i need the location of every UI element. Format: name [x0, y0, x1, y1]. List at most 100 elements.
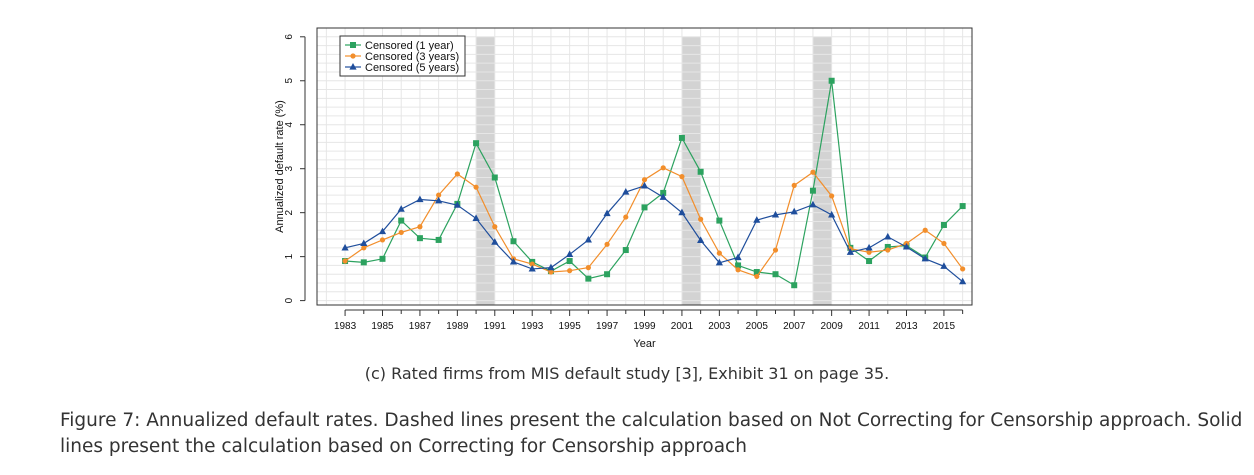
data-point: [678, 134, 685, 141]
data-point: [865, 243, 873, 251]
x-tick-label: 2007: [783, 321, 806, 332]
data-point: [397, 205, 405, 212]
legend-label: Censored (5 years): [365, 62, 459, 74]
x-tick-label: 1999: [633, 321, 656, 332]
y-tick-label: 2: [284, 209, 295, 215]
data-point: [902, 242, 911, 250]
data-point: [828, 77, 835, 84]
data-point: [885, 247, 891, 253]
data-point: [509, 257, 518, 265]
data-point: [472, 214, 480, 221]
data-point: [809, 200, 817, 208]
data-point: [698, 216, 704, 222]
plot-frame: [316, 27, 973, 306]
data-point: [810, 169, 816, 175]
data-point: [604, 271, 611, 278]
data-point: [735, 262, 742, 269]
data-point: [398, 229, 404, 236]
y-axis: 0 1 2 3 4 5 6: [284, 34, 306, 303]
y-tick-label: 0: [284, 297, 295, 303]
series-line: [345, 80, 964, 287]
data-point: [660, 165, 666, 171]
data-point: [790, 207, 798, 215]
data-point: [641, 177, 648, 183]
x-tick-label: 2015: [933, 321, 956, 332]
data-point: [959, 203, 966, 210]
data-point: [548, 269, 554, 275]
x-tick-label: 2001: [671, 321, 694, 332]
data-point: [622, 188, 630, 195]
data-point: [753, 269, 760, 276]
recession-band: [681, 36, 701, 306]
data-point: [453, 201, 461, 208]
series-layer: [341, 77, 967, 289]
y-tick-label: 3: [284, 165, 295, 171]
data-point: [716, 250, 722, 256]
data-point: [585, 265, 591, 271]
data-point: [416, 195, 424, 203]
data-point: [604, 241, 610, 247]
x-tick-label: 1997: [596, 321, 619, 332]
data-point: [791, 182, 797, 189]
data-point: [360, 259, 367, 266]
x-axis-title: Year: [633, 338, 656, 350]
data-point: [360, 239, 368, 247]
y-axis-title: Annualized default rate (%): [274, 100, 286, 233]
data-point: [473, 140, 480, 147]
data-point: [679, 174, 685, 180]
data-point: [585, 275, 592, 282]
data-point: [435, 236, 442, 243]
data-point: [716, 217, 723, 224]
data-point: [715, 258, 723, 266]
data-point: [566, 258, 573, 265]
data-point: [829, 193, 835, 199]
data-point: [660, 189, 667, 196]
data-point: [809, 187, 816, 194]
data-point: [379, 237, 386, 243]
data-point: [398, 217, 405, 224]
data-point: [435, 196, 443, 204]
data-point: [567, 268, 573, 274]
y-tick-label: 1: [284, 253, 295, 259]
data-point: [697, 236, 705, 243]
data-point: [492, 224, 498, 230]
data-point: [828, 210, 836, 218]
data-point: [640, 181, 649, 189]
data-point: [584, 235, 592, 243]
data-point: [941, 240, 947, 247]
data-point: [510, 238, 517, 245]
figure-caption: Figure 7: Annualized default rates. Dash…: [60, 410, 1243, 457]
data-point: [735, 267, 741, 273]
data-point: [623, 214, 629, 220]
recession-bands: [476, 36, 832, 306]
series-3: [341, 181, 967, 285]
x-tick-label: 2013: [895, 321, 918, 332]
data-point: [341, 243, 349, 251]
recession-band: [812, 36, 832, 306]
data-point: [678, 208, 686, 216]
data-point: [473, 184, 479, 190]
data-point: [416, 235, 423, 242]
series-line: [344, 185, 964, 283]
data-point: [753, 216, 761, 223]
data-point: [866, 258, 873, 265]
data-point: [436, 192, 442, 198]
data-point: [959, 277, 967, 285]
subfigure-caption: (c) Rated firms from MIS default study […: [364, 364, 890, 383]
data-point: [697, 168, 704, 175]
x-tick-label: 2003: [708, 321, 731, 332]
data-point: [772, 247, 779, 253]
legend-marker: [350, 42, 356, 48]
x-tick-label: 2011: [858, 321, 880, 332]
data-point: [960, 266, 966, 272]
data-point: [454, 171, 460, 177]
data-point: [846, 248, 854, 255]
data-point: [734, 253, 742, 261]
data-point: [378, 227, 387, 235]
data-point: [528, 264, 536, 272]
y-tick-label: 6: [284, 34, 295, 40]
x-tick-label: 1995: [559, 321, 582, 332]
data-point: [491, 174, 498, 181]
x-tick-label: 2009: [821, 321, 844, 332]
data-point: [342, 258, 348, 264]
